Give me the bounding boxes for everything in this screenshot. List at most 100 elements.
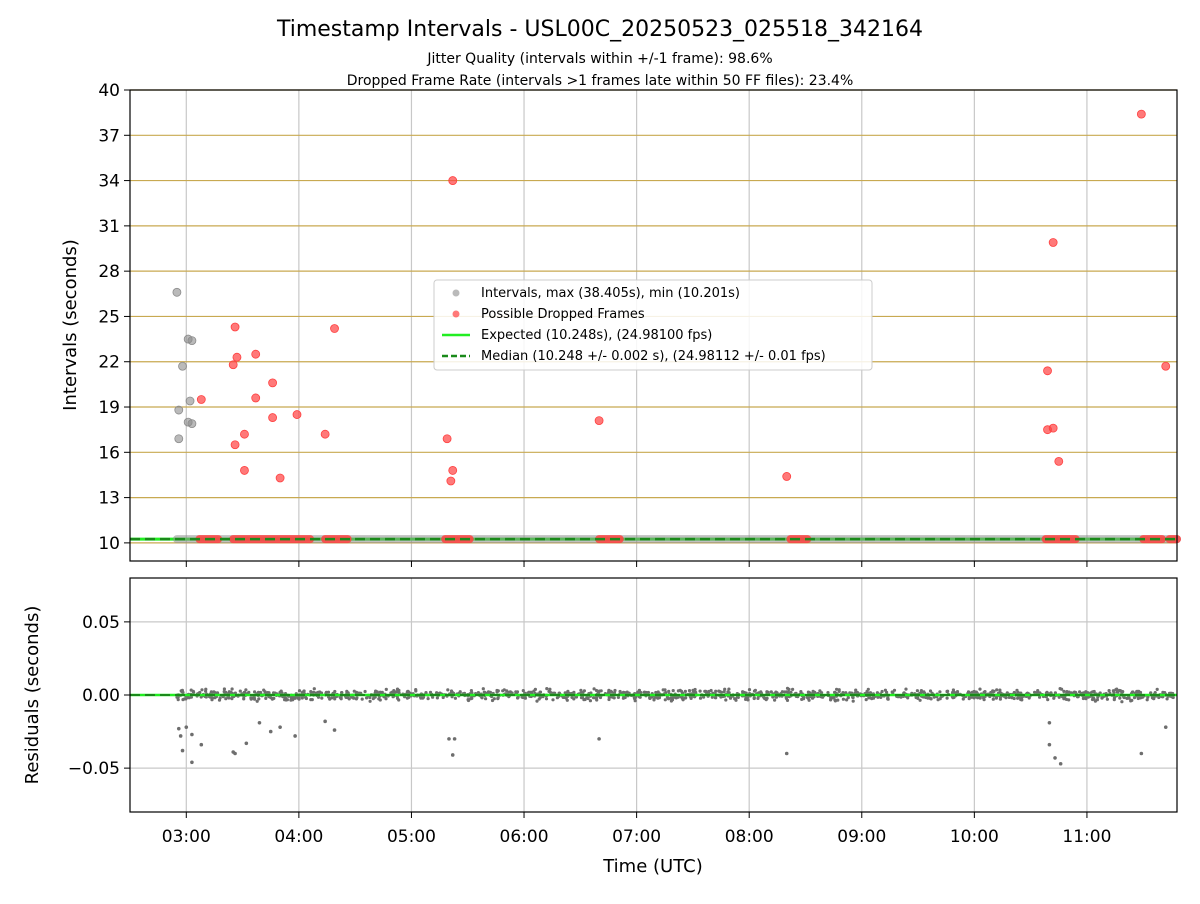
residual-point: [183, 697, 187, 701]
legend-entry: Median (10.248 +/- 0.002 s), (24.98112 +…: [481, 349, 826, 364]
residual-point: [521, 689, 525, 693]
residual-point: [209, 690, 213, 694]
residual-point: [1072, 690, 1077, 694]
interval-point: [174, 405, 184, 415]
residual-point: [592, 687, 596, 691]
residual-point: [592, 696, 596, 700]
residual-point: [765, 690, 769, 694]
residual-point: [210, 698, 214, 702]
residual-point: [607, 691, 611, 695]
residual-point: [683, 689, 688, 694]
top-ytick-label: 16: [98, 443, 120, 463]
residual-outlier-point: [332, 728, 337, 732]
residual-point: [995, 688, 999, 692]
residual-point: [845, 698, 849, 702]
residual-point: [915, 689, 920, 693]
residual-outlier-point: [268, 729, 273, 734]
legend-entry: Possible Dropped Frames: [481, 307, 645, 322]
residual-point: [320, 696, 324, 700]
bottom-xlabel: Time (UTC): [602, 856, 703, 877]
residual-point: [555, 696, 560, 700]
residual-point: [713, 696, 718, 700]
top-axes-frame: [129, 89, 1178, 562]
residual-point: [880, 689, 884, 694]
bottom-xtick-label: 08:00: [725, 827, 774, 847]
legend-marker-dropped: [452, 310, 460, 318]
residual-point: [728, 696, 733, 700]
residual-point: [1010, 696, 1014, 700]
residual-point: [368, 699, 372, 703]
residual-point: [967, 697, 971, 701]
residual-point: [1081, 696, 1085, 701]
residual-point: [1078, 690, 1082, 694]
residual-point: [664, 691, 668, 695]
top-ytick-label: 31: [98, 217, 120, 237]
residual-point: [324, 690, 328, 694]
residual-point: [213, 696, 217, 700]
residual-point: [238, 689, 242, 693]
residual-point: [561, 695, 565, 700]
bottom-xtick-label: 11:00: [1062, 827, 1111, 847]
residual-point: [938, 690, 942, 694]
residual-point: [609, 689, 613, 693]
residual-outlier-point: [1163, 725, 1168, 729]
residual-point: [551, 698, 555, 702]
residual-point: [279, 689, 283, 693]
residual-point: [397, 688, 401, 693]
residual-point: [1136, 695, 1141, 699]
bottom-xtick-label: 04:00: [274, 827, 323, 847]
residual-point: [671, 689, 675, 693]
residual-point: [588, 699, 593, 703]
residual-point: [837, 689, 841, 694]
residual-point: [414, 689, 418, 693]
dropped-frame-point: [1048, 238, 1058, 247]
residual-point: [826, 691, 830, 695]
residual-point: [785, 686, 790, 690]
residual-outlier-point: [784, 751, 789, 756]
residual-point: [396, 696, 400, 701]
residual-point: [532, 689, 536, 693]
residual-point: [681, 698, 685, 702]
residual-point: [785, 698, 790, 703]
dropped-frame-point: [228, 360, 238, 370]
residual-point: [722, 690, 726, 694]
residual-point: [669, 696, 673, 700]
interval-point: [172, 287, 182, 297]
residual-outlier-point: [1053, 756, 1057, 760]
residual-point: [431, 695, 435, 699]
residual-point: [710, 695, 714, 699]
residual-point: [394, 690, 398, 694]
residual-point: [928, 689, 933, 693]
residual-point: [535, 699, 539, 703]
residual-point: [549, 691, 553, 695]
residual-point: [1046, 698, 1050, 702]
residual-point: [633, 699, 637, 703]
residual-point: [752, 696, 756, 700]
bottom-axes: 0.05 0.00 −0.05 03:00 04:00 05:00 06:00 07:00 08…: [68, 577, 1178, 847]
residual-point: [656, 696, 660, 700]
residual-point: [339, 697, 343, 701]
residual-point: [764, 698, 768, 702]
residual-point: [227, 696, 231, 700]
residual-point: [267, 691, 271, 695]
top-axes: 10 13 16 19 22 25 28 31 34 37 40: [98, 81, 1178, 567]
residual-point: [484, 697, 488, 701]
residual-point: [746, 698, 750, 702]
residual-point: [1125, 696, 1129, 701]
residual-point: [1118, 696, 1122, 700]
residual-point: [951, 688, 956, 692]
residual-point: [264, 696, 268, 701]
residual-point: [773, 698, 777, 702]
residual-point: [1086, 691, 1090, 695]
residual-point: [435, 696, 439, 700]
residual-point: [991, 697, 995, 701]
bottom-xtick-label: 05:00: [387, 827, 436, 847]
residual-point: [505, 689, 509, 693]
residual-point: [1107, 689, 1111, 693]
residual-point: [1131, 690, 1135, 694]
interval-point: [178, 361, 187, 371]
top-ytick-label: 22: [98, 353, 120, 373]
residual-point: [994, 695, 999, 699]
residual-point: [661, 688, 665, 692]
residual-outlier-point: [323, 719, 327, 724]
